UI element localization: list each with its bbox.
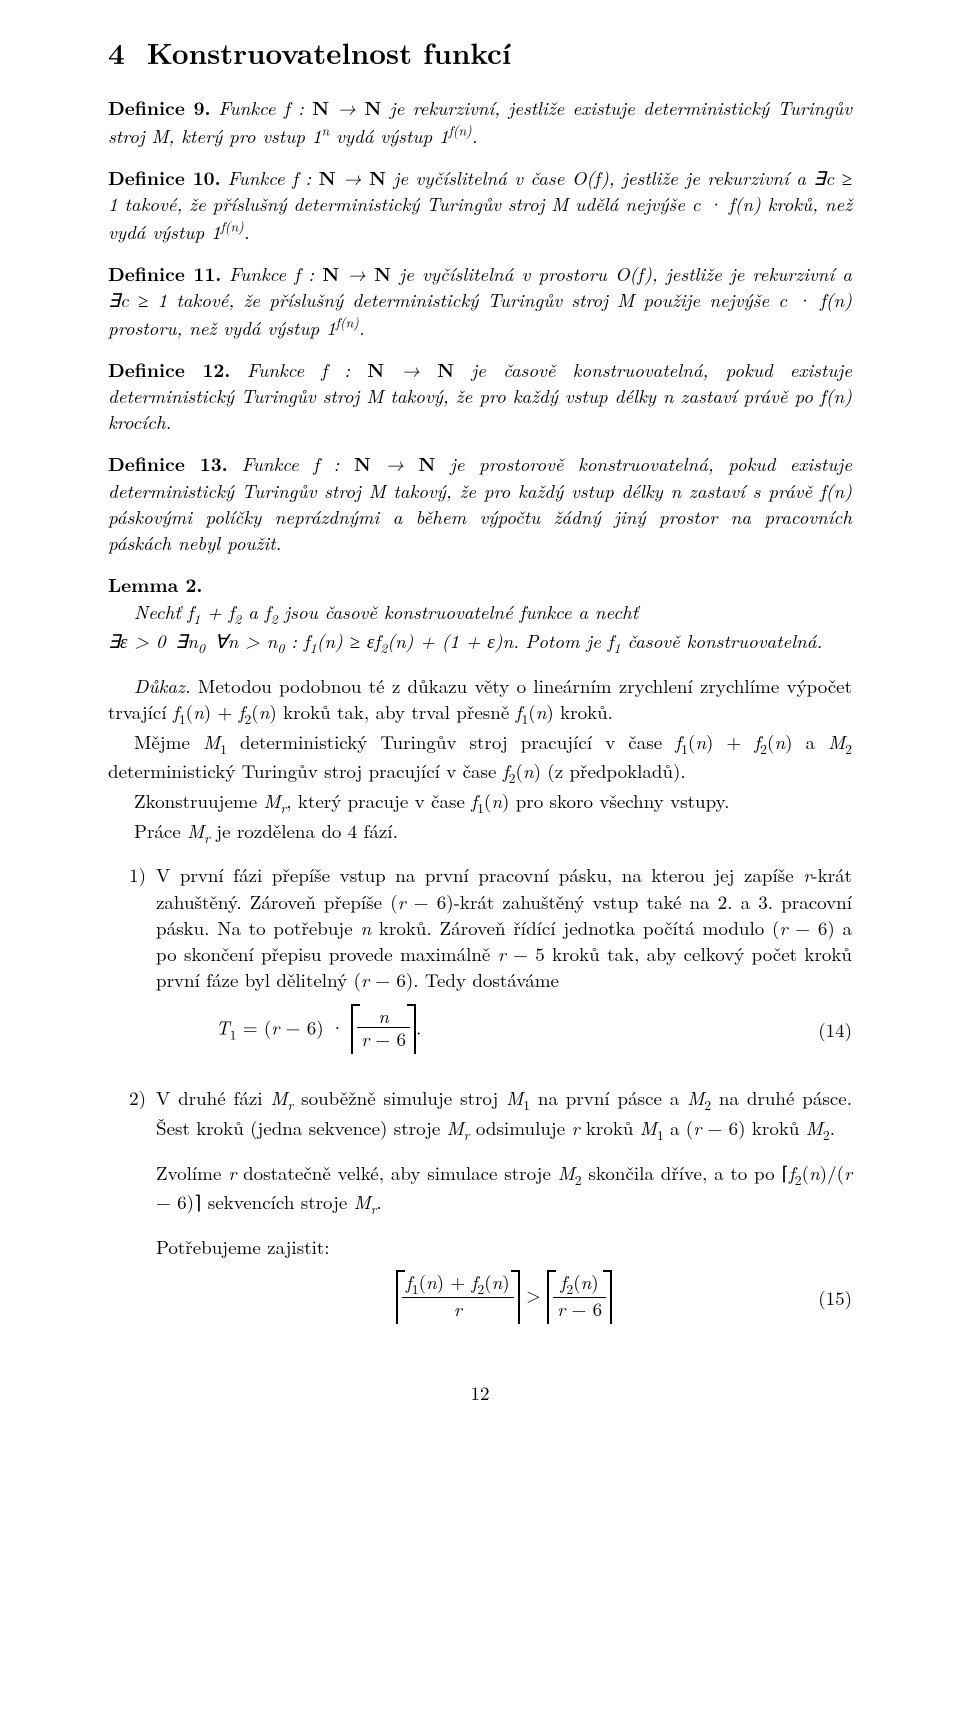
item1-marker: 1) (108, 862, 156, 1070)
item1-body: V první fázi přepíše vstup na první prac… (156, 862, 852, 1070)
lemma2-line1: Nechť f1 + f2 a f2 jsou časově konstruov… (108, 599, 852, 629)
eq14-den: r − 6 (357, 1028, 410, 1050)
definition-13: Definice 13. Funkce f : N → N je prostor… (108, 450, 852, 556)
definition-9: Definice 9. Funkce f : N → N je rekurziv… (108, 94, 852, 149)
lemma-2: Lemma 2. (108, 571, 852, 598)
eq15-lden: r (402, 1298, 514, 1320)
lemma2-line2: ∃ε > 0 ∃n0 ∀n > n0 : f1(n) ≥ εf2(n) + (1… (108, 628, 852, 658)
def13-label: Definice 13. (108, 449, 228, 477)
equation-14: T1 = (r − 6) · n r − 6 . (14) (156, 1004, 852, 1057)
proof-p4: Práce Mr je rozdělena do 4 fází. (108, 818, 852, 848)
list-item-1: 1) V první fázi přepíše vstup na první p… (108, 862, 852, 1070)
proof-label: Důkaz. (134, 672, 191, 699)
eq14-expr: T1 = (r − 6) · n r − 6 . (216, 1004, 792, 1057)
item2-body: V druhé fázi Mr souběžně simuluje stroj … (156, 1085, 852, 1340)
item2-p1: V druhé fázi Mr souběžně simuluje stroj … (156, 1085, 852, 1144)
section-heading: 4 Konstruovatelnost funkcí (108, 32, 852, 72)
def9-text: Funkce f : N → N je rekurzivní, jestliže… (108, 94, 852, 149)
def12-label: Definice 12. (108, 355, 230, 383)
proof-p2: Mějme M1 deterministický Turingův stroj … (108, 729, 852, 788)
eq15-rden: r − 6 (553, 1298, 606, 1320)
item2-p3: Potřebujeme zajistit: (156, 1234, 852, 1260)
eq14-number: (14) (792, 1017, 852, 1043)
equation-15: f1(n) + f2(n) r > f2(n) r − 6 (15) (156, 1270, 852, 1326)
proof-p1: Důkaz. Metodou podobnou té z důkazu věty… (108, 673, 852, 729)
def11-label: Definice 11. (108, 259, 221, 287)
item1-text: V první fázi přepíše vstup na první prac… (156, 861, 852, 993)
definition-12: Definice 12. Funkce f : N → N je časově … (108, 356, 852, 436)
lemma2-label: Lemma 2. (108, 570, 202, 598)
def10-label: Definice 10. (108, 163, 221, 191)
definition-10: Definice 10. Funkce f : N → N je vyčísli… (108, 164, 852, 245)
eq15-number: (15) (792, 1285, 852, 1311)
item2-marker: 2) (108, 1085, 156, 1340)
list-item-2: 2) V druhé fázi Mr souběžně simuluje str… (108, 1085, 852, 1340)
definition-11: Definice 11. Funkce f : N → N je vyčísli… (108, 260, 852, 341)
def9-label: Definice 9. (108, 93, 211, 121)
proof-p1-text: Metodou podobnou té z důkazu věty o line… (108, 672, 852, 725)
section-title: Konstruovatelnost funkcí (147, 31, 511, 73)
item2-p2: Zvolíme r dostatečně velké, aby simulace… (156, 1160, 852, 1219)
eq14-tail: . (416, 1013, 421, 1040)
eq15-expr: f1(n) + f2(n) r > f2(n) r − 6 (216, 1270, 792, 1326)
section-number: 4 (108, 32, 125, 72)
eq15-op: > (526, 1281, 547, 1308)
proof-p3: Zkonstruujeme Mr, který pracuje v čase f… (108, 788, 852, 818)
page-number: 12 (108, 1380, 852, 1406)
